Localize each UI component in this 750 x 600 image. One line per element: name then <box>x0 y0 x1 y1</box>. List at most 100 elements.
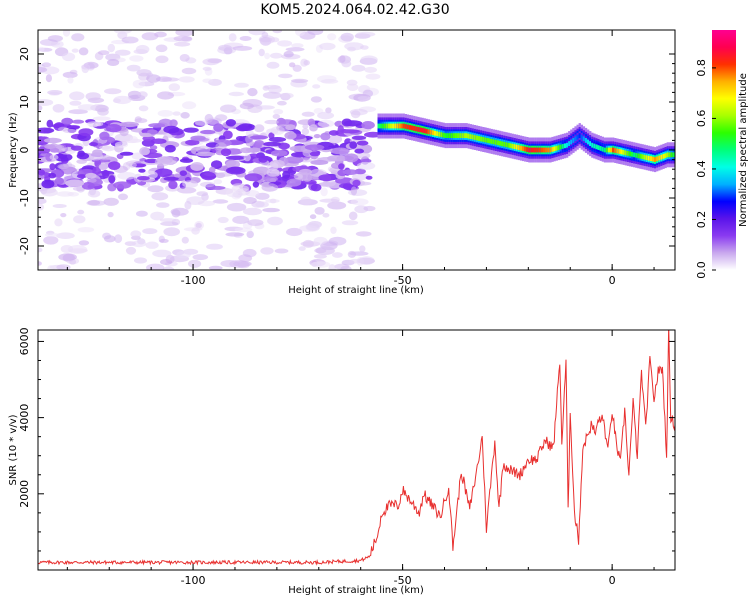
heatmap-cell <box>254 140 264 146</box>
heatmap-cell <box>150 211 165 221</box>
heatmap-cell <box>672 152 675 158</box>
heatmap-cell <box>146 263 165 270</box>
heatmap-cell <box>184 200 192 210</box>
heatmap-cell <box>65 179 85 187</box>
heatmap-cell <box>351 64 366 72</box>
heatmap-cell <box>174 41 191 47</box>
heatmap-cell <box>188 259 202 268</box>
heatmap-cell <box>38 66 48 73</box>
snr-panel: -100 -50 0 2000 4000 6000 Height of straight … <box>8 327 676 596</box>
heatmap-cell <box>234 227 253 233</box>
heatmap-cell <box>154 168 173 177</box>
heatmap-cell <box>431 130 435 136</box>
heatmap-cell <box>312 84 321 89</box>
heatmap-cell <box>309 151 321 157</box>
heatmap-cell <box>40 41 61 47</box>
heatmap-cell <box>56 264 71 270</box>
heatmap-cell <box>120 121 139 128</box>
heatmap-cell <box>114 141 129 148</box>
heatmap-cell <box>201 171 216 181</box>
heatmap-cell <box>484 137 487 143</box>
heatmap-cell <box>78 128 94 137</box>
heatmap-cell <box>532 147 535 153</box>
heatmap-cell <box>339 55 346 63</box>
heatmap-cell <box>115 49 131 56</box>
heatmap-cell <box>340 265 352 270</box>
heatmap-cell <box>599 146 602 151</box>
heatmap-cell <box>572 138 575 143</box>
heatmap-cell <box>440 132 443 137</box>
heatmap-cell <box>310 96 322 103</box>
heatmap-cell <box>383 123 386 129</box>
heatmap-cell <box>220 104 237 113</box>
heatmap-cell <box>113 30 132 35</box>
heatmap-cell <box>211 160 223 170</box>
heatmap-cell <box>147 185 164 193</box>
heatmap-cell <box>85 172 97 179</box>
heatmap-cell <box>67 77 74 84</box>
heatmap-cell <box>302 124 309 129</box>
snr-x-label: Height of straight line (km) <box>288 585 424 596</box>
heatmap-cell <box>298 168 313 176</box>
heatmap-cell <box>138 105 149 112</box>
heatmap-cell <box>304 144 325 151</box>
heatmap-cell <box>147 129 158 135</box>
y-tick-label: 6000 <box>18 327 31 355</box>
heatmap-cell <box>503 141 506 147</box>
heatmap-cell <box>228 91 244 97</box>
heatmap-cell <box>264 119 279 125</box>
heatmap-cell <box>204 113 214 123</box>
heatmap-cell <box>39 186 57 194</box>
heatmap-cell <box>285 156 304 164</box>
heatmap-cell <box>578 133 581 138</box>
heatmap-cell <box>243 153 251 162</box>
heatmap-cell <box>177 187 197 194</box>
heatmap-cell <box>322 213 330 218</box>
heatmap-cell <box>162 266 175 270</box>
heatmap-cell <box>71 33 85 42</box>
heatmap-cell <box>168 83 180 92</box>
heatmap-cell <box>125 246 137 255</box>
heatmap-cell <box>295 30 306 37</box>
heatmap-cell <box>141 32 159 41</box>
heatmap-cell <box>340 129 360 134</box>
heatmap-cell <box>92 116 111 121</box>
heatmap-cell <box>159 238 169 243</box>
heatmap-cell <box>350 186 358 196</box>
heatmap-cell <box>44 232 60 237</box>
heatmap-cell <box>559 144 563 150</box>
heatmap-cell <box>292 64 302 72</box>
heatmap-cell <box>48 172 57 179</box>
x-tick-label: -50 <box>394 274 412 287</box>
heatmap-cell <box>540 147 544 153</box>
heatmap-cell <box>381 123 384 129</box>
heatmap-cell <box>185 139 200 146</box>
heatmap-cell <box>43 137 62 144</box>
heatmap-cell <box>270 52 283 59</box>
heatmap-cell <box>317 111 335 120</box>
y-tick-label: 20 <box>18 47 31 61</box>
heatmap-cell <box>268 137 287 142</box>
heatmap-cell <box>202 58 220 66</box>
heatmap-cell <box>86 178 97 183</box>
heatmap-cell <box>258 48 265 57</box>
heatmap-cell <box>118 193 128 201</box>
spectrogram-y-label: Frequency (Hz) <box>8 112 19 188</box>
heatmap-cell <box>46 119 54 128</box>
heatmap-cell <box>361 121 375 130</box>
heatmap-cell <box>501 141 504 147</box>
heatmap-cell <box>142 228 158 235</box>
heatmap-cell <box>444 133 447 138</box>
heatmap-cell <box>76 174 87 179</box>
heatmap-cell <box>273 109 284 115</box>
heatmap-cell <box>307 30 324 36</box>
heatmap-cell <box>195 222 202 229</box>
heatmap-cell <box>354 148 365 154</box>
heatmap-cell <box>480 136 483 142</box>
heatmap-cell <box>113 181 132 189</box>
heatmap-cell <box>277 100 287 106</box>
heatmap-cell <box>301 127 310 136</box>
heatmap-cell <box>223 130 233 140</box>
heatmap-cell <box>77 227 95 233</box>
heatmap-cell <box>108 175 116 184</box>
